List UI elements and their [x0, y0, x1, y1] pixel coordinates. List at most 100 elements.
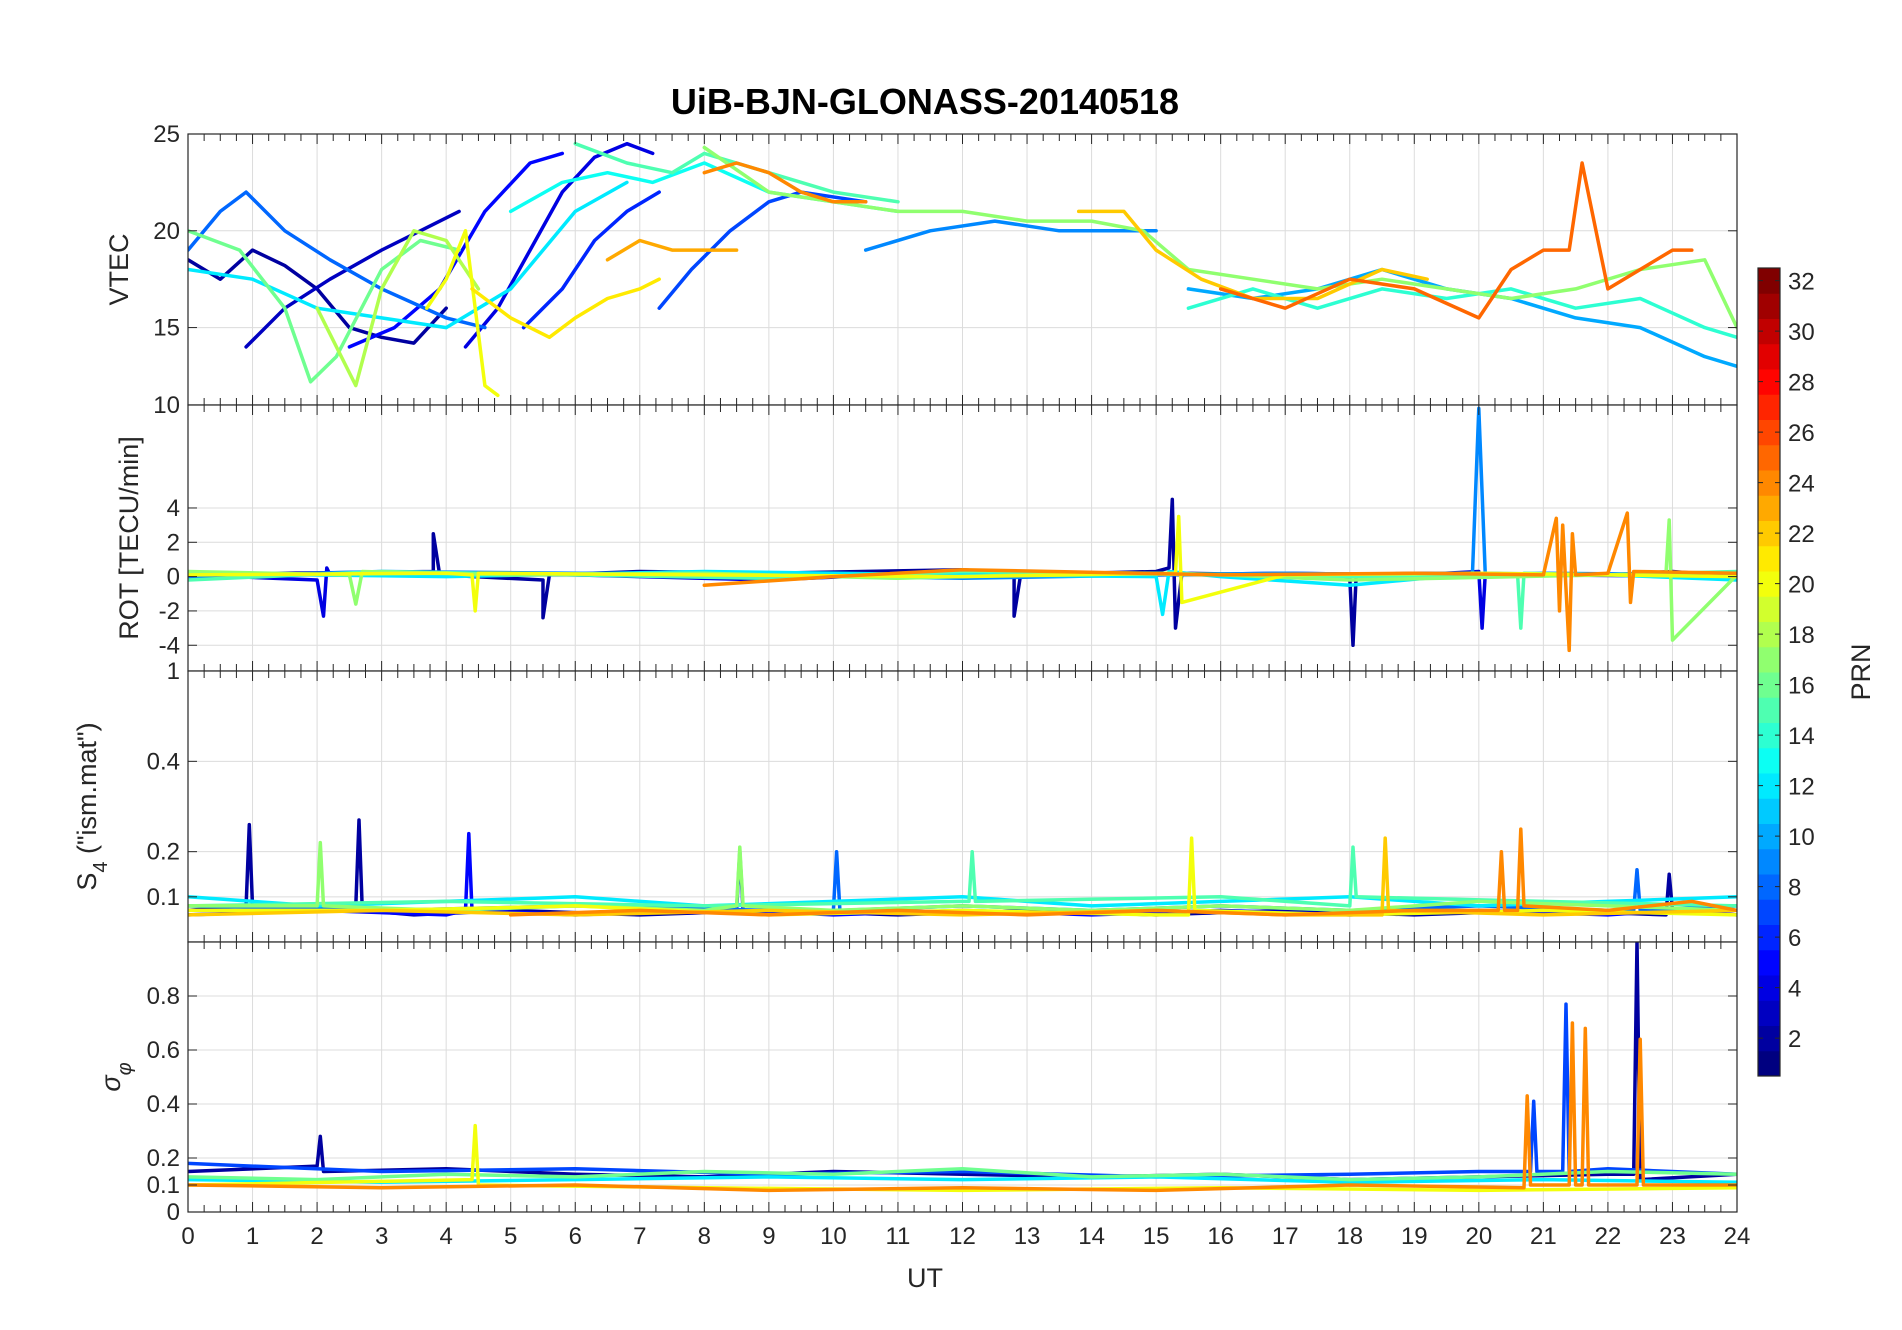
colorbar-segment	[1758, 268, 1780, 294]
series-line-prn-12	[188, 180, 629, 330]
colorbar-segment	[1758, 697, 1780, 723]
colorbar-segment	[1758, 975, 1780, 1001]
x-tick-label: 5	[504, 1223, 517, 1250]
panel-rot-series	[188, 406, 1737, 653]
colorbar-tick-label: 16	[1788, 673, 1815, 700]
x-tick-label: 3	[375, 1223, 388, 1250]
colorbar-tick-label: 2	[1788, 1026, 1801, 1053]
colorbar-tick-label: 32	[1788, 269, 1815, 296]
series-line-prn-24	[702, 511, 1737, 653]
panel-vtec: 15 20 25 VTEC	[104, 121, 1738, 406]
panel-vtec-ylabel: VTEC	[104, 233, 134, 305]
colorbar-segment	[1758, 419, 1780, 446]
colorbar-tick-label: 12	[1788, 774, 1815, 801]
colorbar-segment	[1758, 571, 1780, 597]
series-line-prn-22	[1076, 209, 1429, 301]
colorbar-segment	[1758, 318, 1780, 345]
x-tick-label: 0	[181, 1223, 194, 1250]
series-line-prn-2	[188, 942, 1737, 1182]
y-tick-label: 0.4	[147, 748, 180, 775]
colorbar-segment	[1758, 520, 1780, 547]
series-line-prn-16	[188, 229, 461, 384]
colorbar-segment	[1758, 596, 1780, 622]
colorbar-tick-label: 28	[1788, 370, 1815, 397]
x-tick-label: 24	[1724, 1223, 1751, 1250]
x-tick-label: 1	[246, 1223, 259, 1250]
x-tick-label: 13	[1014, 1223, 1041, 1250]
x-tick-label: 12	[949, 1223, 976, 1250]
y-tick-label: 25	[153, 121, 180, 148]
series-line-prn-17	[188, 840, 1737, 913]
x-tick-label: 17	[1272, 1223, 1299, 1250]
x-tick-label: 9	[762, 1223, 775, 1250]
colorbar-segment	[1758, 343, 1780, 370]
y-tick-label: 2	[167, 529, 180, 556]
series-line-prn-18	[315, 229, 481, 388]
y-tick-label: 15	[153, 315, 180, 342]
colorbar-segment	[1758, 874, 1780, 900]
colorbar-tick-label: 26	[1788, 420, 1815, 447]
series-line-prn-8	[188, 190, 487, 330]
y-tick-label: 0.8	[147, 983, 180, 1010]
colorbar-tick-label: 22	[1788, 521, 1815, 548]
series-line-prn-5	[347, 151, 565, 349]
x-tick-label: 21	[1530, 1223, 1557, 1250]
x-tick-label: 22	[1595, 1223, 1622, 1250]
y-tick-label: 0.6	[147, 1037, 180, 1064]
colorbar-segment	[1758, 646, 1780, 673]
colorbar-segment	[1758, 444, 1780, 471]
series-line-prn-15	[188, 845, 1737, 908]
colorbar-segment	[1758, 823, 1780, 850]
x-tick-label: 18	[1336, 1223, 1363, 1250]
x-tick-label: 16	[1207, 1223, 1234, 1250]
colorbar-tick-label: 4	[1788, 976, 1801, 1003]
series-line-prn-23	[605, 238, 739, 262]
y-tick-label: 0.4	[147, 1091, 180, 1118]
y-tick-label: 0	[167, 564, 180, 591]
series-line-prn-9	[863, 219, 1158, 252]
colorbar-tick-label: 24	[1788, 471, 1815, 498]
colorbar-tick-label: 20	[1788, 572, 1815, 599]
colorbar-tick-label: 6	[1788, 925, 1801, 952]
series-line-prn-24	[508, 827, 1737, 917]
colorbar-tick-label: 18	[1788, 622, 1815, 649]
colorbar-segment	[1758, 1000, 1780, 1026]
colorbar-tick-label: 10	[1788, 824, 1815, 851]
colorbar-segment	[1758, 495, 1780, 521]
series-line-prn-15	[573, 141, 900, 204]
x-tick-label: 4	[439, 1223, 452, 1250]
x-tick-label: 8	[698, 1223, 711, 1250]
series-line-prn-17	[702, 145, 1737, 330]
colorbar-segment	[1758, 773, 1780, 799]
y-tick-label: 4	[167, 495, 180, 522]
y-tick-label: 0.1	[147, 1172, 180, 1199]
colorbar-segment	[1758, 293, 1780, 319]
y-tick-label: 10	[153, 392, 180, 419]
panel-rot: -4 -2 0 2 4 10 ROT [TECU/min]	[114, 392, 1738, 672]
x-tick-label: 7	[633, 1223, 646, 1250]
colorbar-box	[1757, 267, 1781, 1077]
x-tick-label: 23	[1659, 1223, 1686, 1250]
panel-sigma: 00.10.2 0.4 0.6 0.8 σφ	[96, 941, 1738, 1226]
panel-s4-series	[188, 818, 1737, 917]
y-tick-label: 0	[167, 1199, 180, 1226]
colorbar-label: PRN	[1846, 643, 1876, 700]
y-tick-label: 0.1	[147, 884, 180, 911]
series-line-prn-24	[702, 161, 868, 204]
series-line-prn-24	[188, 1021, 1737, 1193]
y-tick-label-top: 1	[167, 658, 180, 685]
colorbar-segment	[1758, 899, 1780, 925]
chart-title: UiB-BJN-GLONASS-20140518	[671, 81, 1179, 122]
colorbar-segment	[1758, 949, 1780, 976]
colorbar-tick-label: 8	[1788, 875, 1801, 902]
series-line-prn-3	[244, 209, 461, 349]
colorbar-segment	[1758, 747, 1780, 774]
y-tick-label: -2	[159, 598, 180, 625]
y-tick-label: -4	[159, 632, 180, 659]
colorbar-segment	[1758, 848, 1780, 875]
panel-rot-ylabel: ROT [TECU/min]	[114, 436, 144, 640]
series-line-prn-21	[470, 277, 661, 340]
colorbar-segment	[1758, 722, 1780, 749]
